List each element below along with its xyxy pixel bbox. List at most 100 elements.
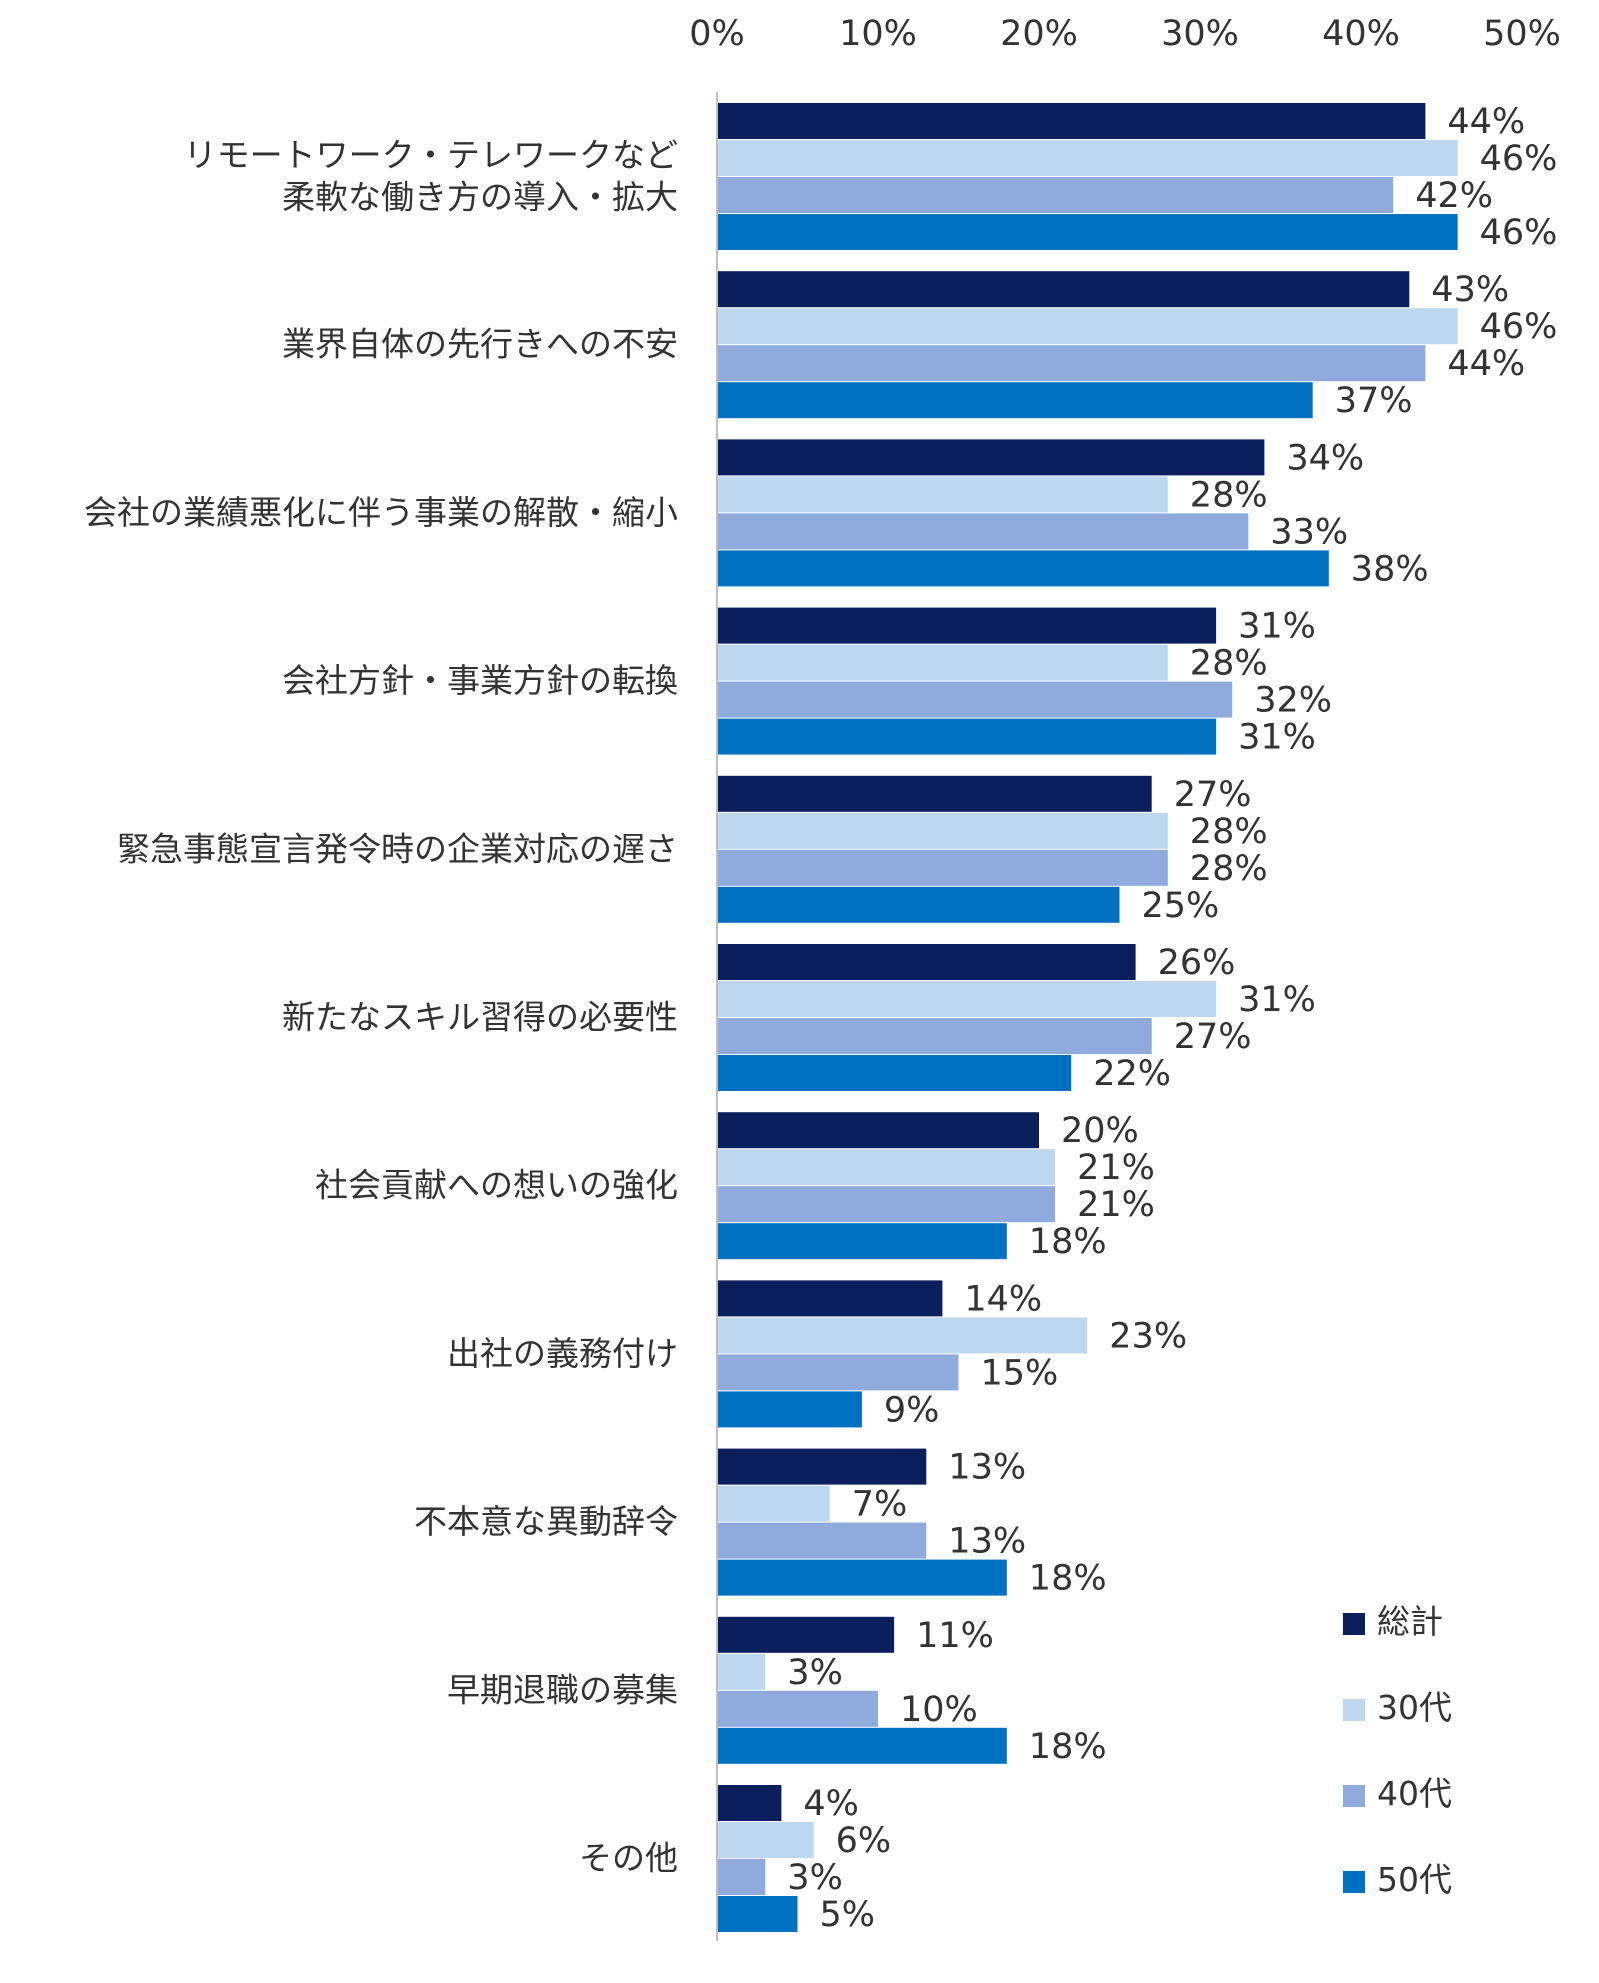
data-label: 28% <box>1190 644 1268 684</box>
data-label: 44% <box>1447 102 1525 142</box>
data-label: 33% <box>1270 512 1348 552</box>
category-label: 会社方針・事業方針の転換 <box>282 661 678 700</box>
category-label: 早期退職の募集 <box>447 1670 678 1709</box>
category-label: 緊急事態宣言発令時の企業対応の遅さ <box>117 829 678 868</box>
data-label: 42% <box>1415 176 1493 216</box>
data-label: 22% <box>1093 1054 1171 1094</box>
bar <box>718 1280 943 1317</box>
bar <box>718 1317 1088 1354</box>
category-label: その他 <box>579 1839 678 1878</box>
data-label: 21% <box>1077 1148 1155 1188</box>
bar <box>718 103 1426 139</box>
bar <box>718 1448 927 1485</box>
legend-label: 30代 <box>1377 1688 1452 1727</box>
bar <box>718 140 1458 176</box>
data-label: 7% <box>852 1485 908 1525</box>
x-tick-label: 10% <box>839 14 917 54</box>
data-label: 10% <box>900 1690 978 1730</box>
bar <box>718 849 1168 886</box>
data-label: 21% <box>1077 1185 1155 1225</box>
data-label: 46% <box>1480 307 1558 347</box>
category-label: 出社の義務付け <box>447 1334 678 1373</box>
data-label: 31% <box>1238 607 1316 647</box>
bar <box>718 1559 1007 1596</box>
data-label: 38% <box>1351 549 1429 589</box>
data-label: 3% <box>787 1653 843 1693</box>
bar <box>718 607 1217 644</box>
legend-swatch <box>1343 1699 1365 1721</box>
x-tick-label: 40% <box>1322 14 1400 54</box>
data-label: 20% <box>1061 1111 1139 1151</box>
legend-label: 総計 <box>1377 1602 1443 1641</box>
bar <box>718 1896 798 1932</box>
x-tick-label: 0% <box>689 14 745 54</box>
bar <box>718 1727 1007 1764</box>
data-label: 18% <box>1029 1222 1107 1262</box>
data-label: 28% <box>1190 475 1268 515</box>
data-label: 9% <box>884 1390 940 1430</box>
bar <box>718 981 1217 1017</box>
bar <box>718 1859 766 1895</box>
bar <box>718 718 1217 755</box>
data-label: 13% <box>948 1448 1026 1488</box>
bar <box>718 1690 878 1727</box>
data-label: 28% <box>1190 812 1268 852</box>
bar <box>718 476 1168 513</box>
x-tick-label: 50% <box>1483 14 1561 54</box>
bar <box>718 1149 1056 1186</box>
data-label: 15% <box>981 1353 1059 1393</box>
data-label: 18% <box>1029 1727 1107 1767</box>
data-label: 46% <box>1480 213 1558 253</box>
bar <box>718 1485 830 1522</box>
category-label: リモートワーク・テレワークなど <box>184 136 678 175</box>
bar <box>718 681 1233 718</box>
category-label: 業界自体の先行きへの不安 <box>282 325 678 364</box>
bar <box>718 550 1329 587</box>
data-label: 23% <box>1109 1316 1187 1356</box>
bar <box>718 1055 1072 1091</box>
bar <box>718 1391 862 1428</box>
data-label: 5% <box>820 1895 876 1935</box>
category-label: 不本意な異動辞令 <box>414 1502 678 1541</box>
data-label: 46% <box>1480 139 1558 179</box>
bar <box>718 1653 766 1690</box>
data-label: 25% <box>1142 886 1220 926</box>
data-label: 37% <box>1335 381 1413 421</box>
legend-label: 40代 <box>1377 1774 1452 1813</box>
bar <box>718 1822 814 1858</box>
data-label: 18% <box>1029 1559 1107 1599</box>
x-tick-label: 20% <box>1000 14 1078 54</box>
data-label: 31% <box>1238 718 1316 758</box>
data-label: 6% <box>836 1821 892 1861</box>
data-label: 44% <box>1447 344 1525 384</box>
data-label: 27% <box>1174 1017 1252 1057</box>
category-label: 社会貢献への想いの強化 <box>315 1166 678 1205</box>
bar <box>718 345 1426 382</box>
data-label: 28% <box>1190 849 1268 889</box>
data-label: 14% <box>964 1279 1042 1319</box>
bar <box>718 1354 959 1391</box>
category-label: 会社の業績悪化に伴う事業の解散・縮小 <box>84 493 678 532</box>
bar <box>718 1018 1152 1054</box>
data-label: 43% <box>1431 270 1509 310</box>
bar <box>718 1785 782 1821</box>
x-tick-label: 30% <box>1161 14 1239 54</box>
bar <box>718 439 1265 476</box>
data-label: 34% <box>1286 438 1364 478</box>
bar <box>718 944 1136 980</box>
bar <box>718 271 1410 308</box>
bar <box>718 1186 1056 1223</box>
data-label: 32% <box>1254 681 1332 721</box>
data-label: 11% <box>916 1616 994 1656</box>
legend-swatch <box>1343 1785 1365 1807</box>
data-label: 13% <box>948 1522 1026 1562</box>
bar <box>718 644 1168 681</box>
bar <box>718 513 1249 550</box>
legend-swatch <box>1343 1613 1365 1635</box>
bar <box>718 1522 927 1559</box>
bar <box>718 1223 1007 1260</box>
bar <box>718 812 1168 849</box>
data-label: 27% <box>1174 775 1252 815</box>
bar <box>718 382 1313 419</box>
